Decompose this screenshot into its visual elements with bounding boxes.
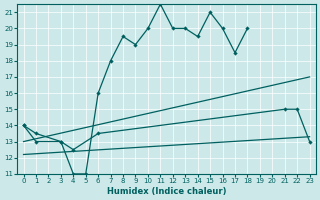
- X-axis label: Humidex (Indice chaleur): Humidex (Indice chaleur): [107, 187, 226, 196]
